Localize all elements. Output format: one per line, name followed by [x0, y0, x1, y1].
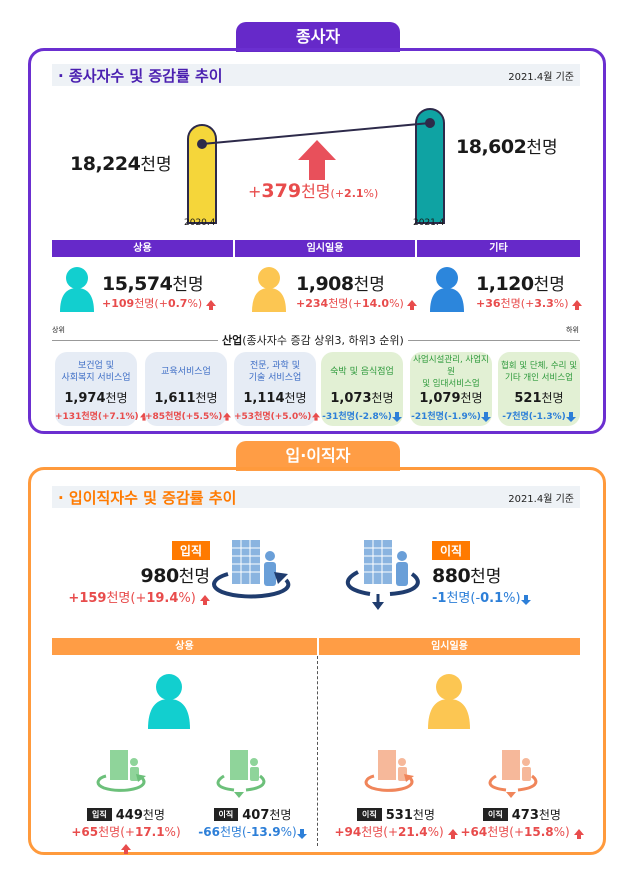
- temporary-employees-stat: 1,908천명 +234천명(+14.0%): [296, 270, 418, 311]
- regular-separations-stat: 이직 407천명 -66천명(-13.9%): [190, 804, 315, 840]
- separation-building-icon-salmon: [488, 750, 538, 798]
- up-arrow-icon: [312, 412, 321, 421]
- regular-hires-stat: 입직 449천명 +65천명(+17.1%): [66, 804, 186, 854]
- hires-stat: 입직 980천명 +159천명(+19.4%): [60, 540, 210, 606]
- column-divider: [317, 656, 318, 846]
- category-bar-regular: 상용: [52, 240, 233, 257]
- up-arrow-icon: [447, 829, 458, 839]
- employees-subheading: · 종사자수 및 증감률 추이 2021.4월 기준: [52, 64, 580, 86]
- up-arrow-icon: [121, 844, 131, 854]
- category-bar-temporary: 임시일용: [235, 240, 415, 257]
- industry-card: 교육서비스업 1,611천명 +85천명(+5.5%): [145, 352, 232, 426]
- industry-card: 사업시설관리, 사업지원 및 임대서비스업 1,079천명 -21천명(-1.9…: [410, 352, 492, 426]
- turnover-panel: [28, 467, 606, 855]
- employees-trend-chart: [187, 108, 445, 224]
- hire-building-icon-green: [96, 750, 146, 792]
- total-change: +379천명(+2.1%): [248, 180, 379, 202]
- separations-stat: 이직 880천명 -1천명(-0.1%): [432, 540, 531, 606]
- hire-building-icon: [212, 540, 291, 599]
- industry-title: 산업(종사자수 증감 상위3, 하위3 순위): [218, 332, 408, 348]
- down-arrow-icon: [391, 412, 402, 422]
- industry-card: 전문, 과학 및 기술 서비스업 1,114천명 +53천명(+5.0%): [234, 352, 321, 426]
- up-arrow-icon: [205, 300, 216, 310]
- person-icon-temporary: [252, 267, 286, 312]
- separation-building-icon-green: [216, 750, 266, 798]
- date-note: 2021.4월 기준: [508, 72, 574, 83]
- up-arrow-icon: [572, 300, 583, 310]
- up-arrow-icon: [200, 595, 210, 605]
- category-bar-regular: 상용: [52, 638, 317, 655]
- industry-card: 보건업 및 사회복지 서비스업 1,974천명 +131천명(+7.1%): [55, 352, 148, 426]
- temporary-separations-stat: 이직 473천명 +64천명(+15.8%): [460, 804, 584, 840]
- value-2021: 18,602천명: [456, 136, 558, 158]
- down-arrow-icon: [480, 412, 491, 422]
- year-label-2021: 2021.4: [413, 218, 445, 228]
- year-label-2020: 2020.4: [184, 218, 216, 228]
- up-arrow-icon: [139, 412, 148, 421]
- category-bar-other: 기타: [417, 240, 580, 257]
- up-arrow-icon: [573, 829, 584, 839]
- separation-badge: 이직: [432, 541, 471, 560]
- employees-panel: [28, 48, 606, 434]
- regular-employees-stat: 15,574천명 +109천명(+0.7%): [102, 270, 216, 311]
- section-heading: · 입이직자수 및 증감률 추이: [58, 489, 237, 507]
- temporary-hires-stat: 이직 531천명 +94천명(+21.4%): [334, 804, 458, 840]
- up-arrow-icon: [407, 300, 418, 310]
- industry-card: 숙박 및 음식점업 1,073천명 -31천명(-2.8%): [321, 352, 403, 426]
- down-arrow-icon: [565, 412, 576, 422]
- turnover-subheading: · 입이직자수 및 증감률 추이 2021.4월 기준: [52, 486, 580, 508]
- section-tab-turnover: 입·이직자: [236, 441, 400, 471]
- increase-arrow-icon: [298, 140, 336, 180]
- rank-top-label: 상위: [52, 326, 65, 334]
- date-note: 2021.4월 기준: [508, 494, 574, 505]
- category-bar-temporary: 임시일용: [319, 638, 580, 655]
- separation-building-icon: [345, 540, 420, 610]
- person-icon-other: [430, 267, 464, 312]
- rank-bottom-label: 하위: [566, 326, 579, 334]
- hire-building-icon-salmon: [364, 750, 414, 792]
- value-2020: 18,224천명: [70, 153, 172, 175]
- down-arrow-icon: [296, 829, 307, 839]
- other-employees-stat: 1,120천명 +36천명(+3.3%): [476, 270, 583, 311]
- section-tab-employees: 종사자: [236, 22, 400, 52]
- hire-badge: 입직: [171, 541, 210, 560]
- up-arrow-icon: [223, 412, 232, 421]
- industry-card: 협회 및 단체, 수리 및 기타 개인 서비스업 521천명 -7천명(-1.3…: [498, 352, 580, 426]
- person-icon-regular: [148, 674, 190, 729]
- person-icon-temporary: [428, 674, 470, 729]
- section-heading: · 종사자수 및 증감률 추이: [58, 67, 223, 85]
- down-arrow-icon: [520, 595, 531, 605]
- person-icon-regular: [60, 267, 94, 312]
